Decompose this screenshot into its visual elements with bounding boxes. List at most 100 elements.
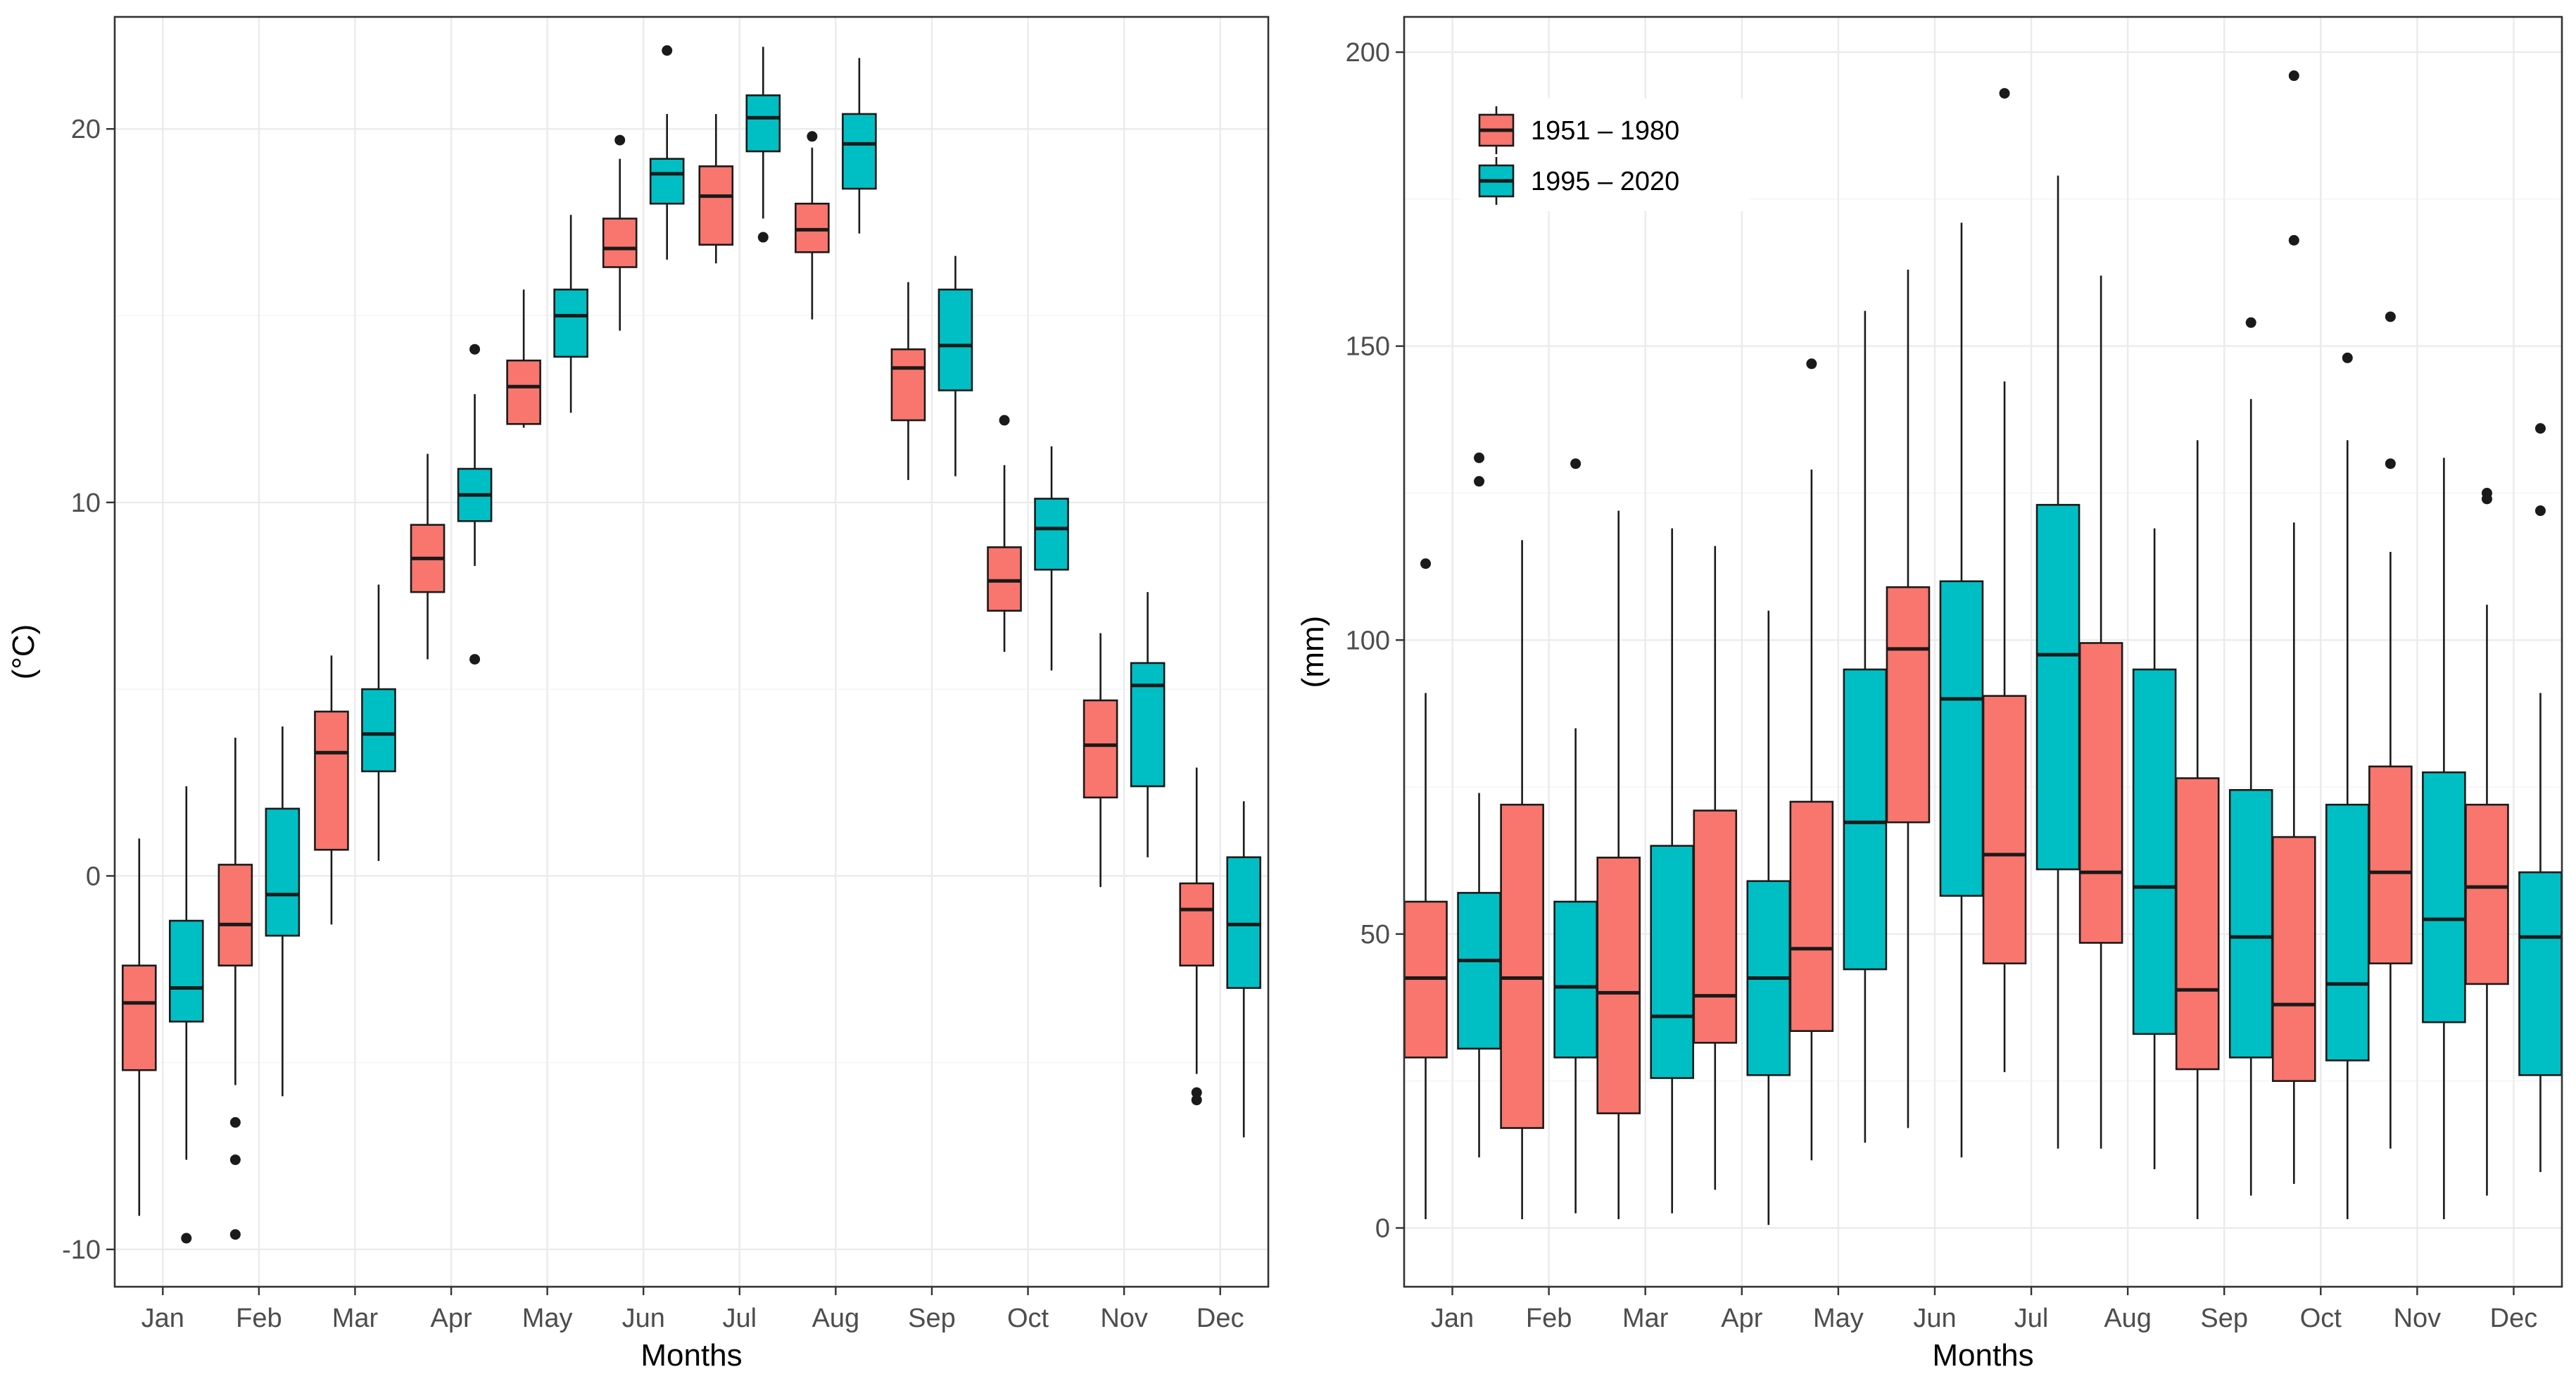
temp-x-tick-label-jun: Jun	[622, 1304, 665, 1333]
precip-x-tick-label-oct: Oct	[2300, 1304, 2342, 1333]
temp-box-jul-series-1	[698, 113, 734, 264]
box-iqr	[1693, 809, 1738, 1044]
box-iqr	[168, 919, 204, 1023]
box-iqr	[987, 546, 1022, 612]
outlier-point	[1191, 1087, 1202, 1098]
precip-box-sep-series-2	[2228, 317, 2273, 1196]
outlier-point	[2288, 70, 2299, 82]
precip-x-tick-label-apr: Apr	[1721, 1304, 1762, 1333]
box-iqr	[506, 359, 541, 425]
outlier-point	[1474, 476, 1485, 487]
box-iqr	[1650, 845, 1695, 1079]
temp-box-aug-series-2	[842, 58, 877, 234]
precip-y-tick-label: 50	[1360, 920, 1390, 950]
legend-label-2: 1995 – 2020	[1531, 167, 1679, 196]
precip-box-aug-series-2	[2132, 528, 2177, 1169]
box-iqr	[1843, 668, 1888, 971]
outlier-point	[469, 344, 481, 355]
temp-box-apr-series-1	[410, 453, 446, 660]
temp-box-nov-series-2	[1130, 592, 1166, 857]
box-iqr	[1553, 900, 1598, 1059]
outlier-point	[1570, 458, 1581, 470]
outlier-point	[999, 415, 1010, 426]
box-iqr	[2422, 771, 2466, 1023]
precip-x-tick-label-aug: Aug	[2104, 1304, 2152, 1333]
box-iqr	[1226, 856, 1262, 989]
precip-box-aug-series-1	[2078, 275, 2123, 1149]
box-iqr	[1457, 892, 1501, 1050]
box-iqr	[745, 94, 781, 153]
temp-y-tick-label: 0	[86, 862, 101, 891]
temp-chart-panel: -10 0 10 20 Jan Feb Mar Apr May Jun Jul Aug Sep Oct No…	[6, 15, 1270, 1373]
precip-y-tick-label: 0	[1375, 1214, 1390, 1243]
precip-y-tick-label: 200	[1346, 38, 1390, 68]
temp-x-tick-label-aug: Aug	[812, 1304, 860, 1333]
outlier-point	[614, 134, 626, 146]
precip-panel-border	[1403, 15, 2563, 1288]
precip-box-jun-series-2	[1939, 222, 1984, 1158]
precip-x-tick-label-jan: Jan	[1431, 1304, 1474, 1333]
precip-box-may-series-1	[1789, 358, 1834, 1161]
temp-x-tick-label-mar: Mar	[332, 1304, 379, 1333]
precip-box-may-series-2	[1843, 310, 1888, 1143]
temp-box-feb-series-2	[265, 726, 301, 1097]
precip-x-tick-label-feb: Feb	[1526, 1304, 1572, 1333]
temp-box-jan-series-1	[121, 838, 157, 1216]
temp-x-tick-label-feb: Feb	[236, 1304, 282, 1333]
temp-x-tick-label-apr: Apr	[430, 1304, 472, 1333]
precip-x-tick-label-dec: Dec	[2490, 1304, 2538, 1333]
outlier-point	[1806, 358, 1817, 370]
precip-box-mar-series-2	[1650, 528, 1695, 1214]
temp-box-jul-series-2	[745, 46, 781, 243]
precip-box-nov-series-1	[2368, 311, 2413, 1149]
temp-box-oct-series-1	[987, 415, 1022, 652]
precip-x-tick-label-nov: Nov	[2394, 1304, 2442, 1333]
box-iqr	[698, 165, 734, 246]
outlier-point	[662, 45, 673, 56]
outlier-point	[2288, 234, 2299, 246]
box-iqr	[2271, 836, 2316, 1082]
temp-box-oct-series-2	[1034, 446, 1069, 671]
outlier-point	[2342, 352, 2353, 363]
temp-y-tick-label: -10	[62, 1235, 101, 1265]
box-iqr	[2132, 668, 2177, 1035]
box-iqr	[1500, 803, 1544, 1129]
temp-x-tick-label-nov: Nov	[1100, 1304, 1148, 1333]
temp-box-feb-series-1	[217, 738, 253, 1240]
temp-box-dec-series-2	[1226, 801, 1262, 1138]
temp-x-axis-title: Months	[640, 1338, 742, 1373]
precip-box-jan-series-1	[1403, 558, 1448, 1219]
outlier-point	[2385, 311, 2396, 322]
precip-box-jul-series-1	[1982, 88, 2027, 1073]
box-iqr	[314, 710, 349, 851]
precip-x-tick-label-jul: Jul	[2014, 1304, 2049, 1333]
precip-box-jun-series-1	[1886, 270, 1931, 1128]
temp-box-aug-series-1	[795, 131, 830, 320]
outlier-point	[2385, 458, 2396, 470]
precip-box-dec-series-1	[2465, 488, 2509, 1196]
outlier-point	[229, 1154, 241, 1166]
outlier-point	[757, 232, 769, 243]
outlier-point	[469, 654, 481, 665]
precip-y-axis-title: (mm)	[1296, 616, 1330, 688]
box-iqr	[890, 348, 926, 422]
temp-panel-border	[113, 15, 1270, 1288]
outlier-point	[1999, 88, 2010, 99]
temp-box-nov-series-1	[1082, 633, 1118, 888]
outlier-point	[2534, 505, 2546, 517]
box-iqr	[649, 158, 685, 205]
temp-x-tick-label-jan: Jan	[141, 1304, 184, 1333]
temp-box-apr-series-2	[457, 344, 493, 665]
precip-chart-panel: 0 50 100 150 200 Jan Feb Mar Apr May Jun Jul Aug Sep O…	[1296, 15, 2563, 1373]
precip-box-oct-series-2	[2325, 352, 2370, 1219]
precip-x-tick-label-mar: Mar	[1622, 1304, 1669, 1333]
box-iqr	[1789, 800, 1834, 1032]
box-iqr	[1886, 586, 1931, 824]
box-iqr	[602, 218, 638, 268]
box-iqr	[2078, 642, 2123, 944]
outlier-point	[1474, 452, 1485, 463]
precip-y-tick-label: 100	[1346, 626, 1390, 655]
box-iqr	[121, 964, 157, 1071]
